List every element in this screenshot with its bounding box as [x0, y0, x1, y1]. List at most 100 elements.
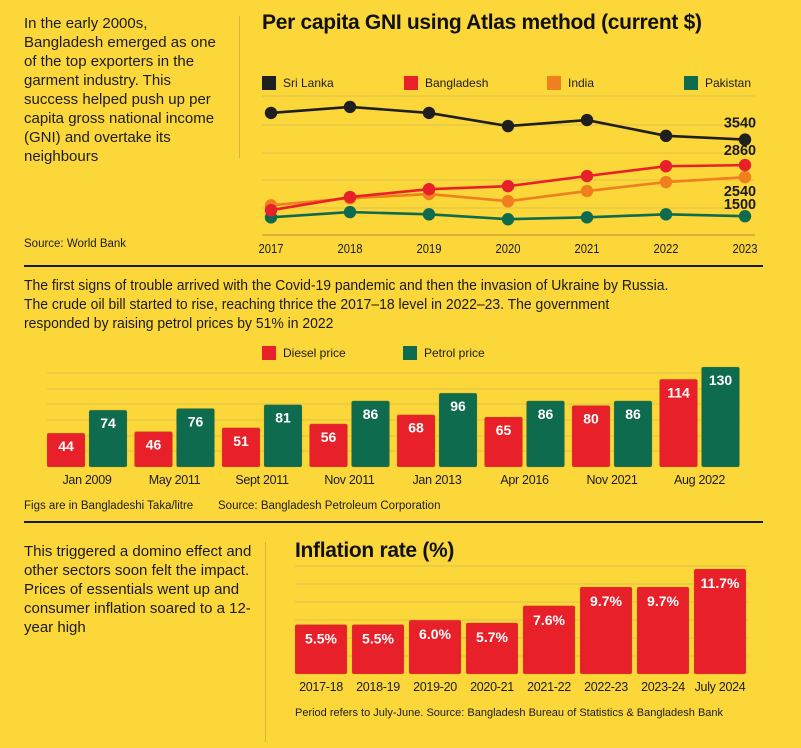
legend-label: Bangladesh: [425, 76, 489, 90]
bar-value-label: 130: [709, 372, 733, 388]
bar-petrol-price: [176, 408, 215, 468]
x-tick-label: 2023-24: [641, 680, 685, 694]
legend-item-sri-lanka: Sri Lanka: [262, 76, 334, 90]
legend-label: Pakistan: [705, 76, 752, 90]
data-point-india: [738, 170, 752, 184]
bar-value-label: 56: [321, 429, 337, 445]
end-value-label: 2860: [724, 143, 756, 159]
legend-label: Sri Lanka: [283, 76, 334, 90]
data-point-sri-lanka: [738, 133, 752, 146]
bar-value-label: 114: [667, 384, 690, 400]
x-tick-label: 2017-18: [299, 680, 343, 694]
bar-inflation: [408, 619, 462, 675]
bar-value-label: 65: [496, 422, 512, 438]
data-point-pakistan: [343, 205, 357, 219]
bar-value-label: 80: [583, 410, 599, 426]
x-tick-label: Jan 2013: [412, 473, 461, 487]
bar-petrol-price: [526, 400, 565, 468]
bar-diesel-price: [484, 416, 523, 468]
bar-value-label: 7.6%: [533, 612, 565, 628]
legend-swatch-india: [547, 76, 561, 90]
legend-swatch-sri-lanka: [262, 76, 276, 90]
bar-value-label: 11.7%: [701, 575, 740, 591]
bar-inflation: [294, 624, 348, 675]
data-point-sri-lanka: [422, 106, 436, 120]
legend-label: Petrol price: [424, 346, 485, 360]
legend-swatch-diesel: [262, 346, 276, 360]
vertical-divider: [239, 16, 240, 158]
fuel-source: Source: Bangladesh Petroleum Corporation: [218, 500, 441, 512]
data-point-bangladesh: [422, 182, 436, 196]
gni-chart-title: Per capita GNI using Atlas method (curre…: [262, 11, 702, 34]
bar-value-label: 44: [58, 438, 74, 454]
data-point-india: [659, 175, 673, 189]
data-point-sri-lanka: [501, 119, 515, 133]
legend-item-pakistan: Pakistan: [684, 76, 751, 90]
bar-value-label: 86: [363, 406, 379, 422]
x-tick-label: 2017: [259, 241, 284, 256]
bar-value-label: 9.7%: [590, 593, 622, 609]
x-tick-label: 2019-20: [413, 680, 457, 694]
bar-value-label: 86: [538, 406, 554, 422]
bar-diesel-price: [396, 414, 436, 468]
bar-diesel-price: [571, 404, 611, 468]
x-tick-label: 2022-23: [584, 680, 628, 694]
data-point-pakistan: [738, 210, 752, 223]
bar-petrol-price: [88, 409, 128, 468]
gni-legend: Sri Lanka Bangladesh India Pakistan: [262, 76, 762, 92]
x-tick-label: 2020: [496, 241, 521, 256]
bar-inflation: [579, 586, 633, 675]
bar-value-label: 96: [450, 398, 466, 414]
bar-diesel-price: [309, 423, 348, 468]
legend-swatch-pakistan: [684, 76, 698, 90]
section-divider: [24, 521, 763, 523]
inflation-bar-chart: 5.5% 2017-18 5.5% 2018-19 6.0% 2019-20 5.7% 202…: [294, 565, 748, 694]
data-point-bangladesh: [343, 190, 357, 204]
bar-value-label: 46: [146, 437, 162, 453]
bar-diesel-price: [134, 431, 173, 468]
data-point-sri-lanka: [343, 100, 357, 114]
bar-value-label: 5.7%: [476, 629, 508, 645]
data-point-bangladesh: [501, 179, 515, 193]
end-value-label: 2540: [724, 184, 756, 200]
legend-swatch-petrol: [403, 346, 417, 360]
x-tick-label: 2020-21: [470, 680, 514, 694]
bar-inflation: [351, 624, 405, 675]
data-point-india: [501, 194, 515, 208]
legend-item-bangladesh: Bangladesh: [404, 76, 488, 90]
data-point-india: [580, 184, 594, 198]
legend-item-india: India: [547, 76, 594, 90]
bar-petrol-price: [263, 404, 303, 468]
end-value-label: 3540: [724, 116, 756, 132]
bar-value-label: 5.5%: [362, 631, 394, 647]
fuel-note: Figs are in Bangladeshi Taka/litre: [24, 500, 194, 512]
bar-value-label: 76: [188, 414, 204, 430]
intro-text: In the early 2000s, Bangladesh emerged a…: [24, 15, 216, 165]
x-tick-label: Sept 2011: [235, 473, 289, 487]
gni-line-chart: 2017 2018 2019 2020 2021 2022 2023 3540 2860 2540…: [259, 95, 758, 256]
x-tick-label: Jan 2009: [62, 473, 111, 487]
data-point-bangladesh: [738, 158, 752, 172]
data-point-sri-lanka: [264, 106, 278, 120]
section-divider: [24, 265, 763, 267]
data-point-pakistan: [659, 208, 673, 221]
bar-inflation: [522, 605, 576, 675]
legend-item-petrol: Petrol price: [403, 346, 485, 360]
x-tick-label: 2021-22: [527, 680, 571, 694]
bar-value-label: 5.5%: [305, 631, 337, 647]
data-point-bangladesh: [264, 204, 278, 217]
bar-inflation: [636, 586, 690, 675]
x-tick-label: July 2024: [695, 680, 746, 694]
fuel-text: The first signs of trouble arrived with …: [24, 277, 669, 332]
x-tick-label: Nov 2021: [586, 473, 637, 487]
data-point-pakistan: [501, 213, 515, 226]
legend-label: Diesel price: [283, 346, 346, 360]
bar-value-label: 74: [100, 415, 116, 431]
bar-petrol-price: [351, 400, 390, 468]
data-point-bangladesh: [580, 169, 594, 183]
bar-inflation: [693, 568, 747, 675]
x-tick-label: 2023: [733, 241, 758, 256]
inflation-text: This triggered a domino effect and other…: [24, 543, 252, 636]
gni-source: Source: World Bank: [24, 238, 127, 250]
data-point-bangladesh: [659, 160, 673, 173]
